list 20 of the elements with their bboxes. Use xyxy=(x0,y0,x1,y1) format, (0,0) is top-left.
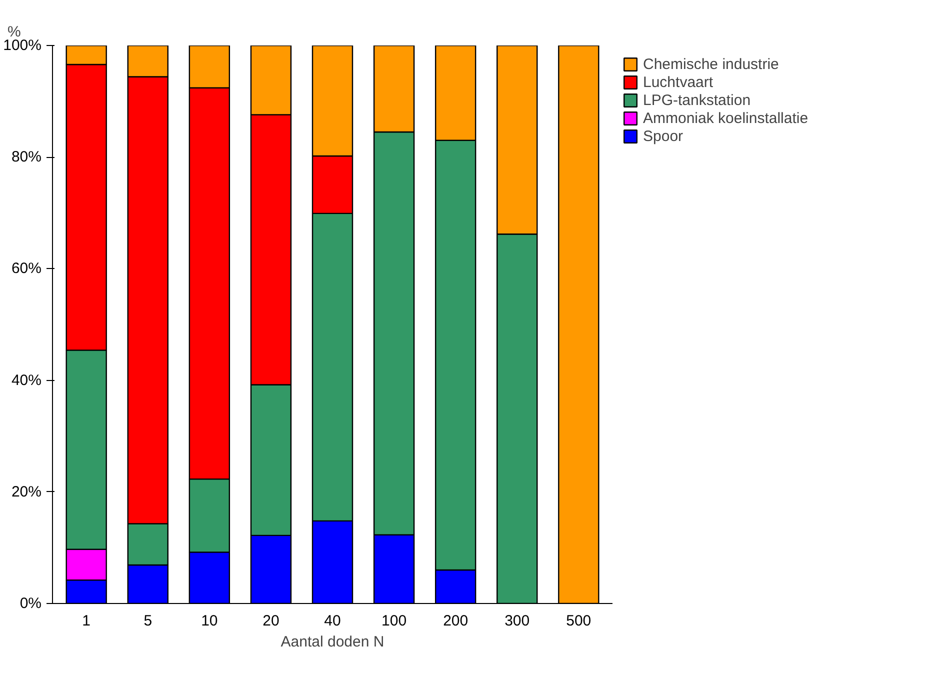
legend-label: LPG-tankstation xyxy=(643,91,751,109)
legend-label: Spoor xyxy=(643,127,684,145)
x-tick-label: 500 xyxy=(566,612,592,630)
legend-label: Ammoniak koelinstallatie xyxy=(643,109,808,127)
x-tick-label: 100 xyxy=(382,612,407,630)
y-tick-label: 40% xyxy=(11,372,42,389)
y-tick-label: 20% xyxy=(11,483,42,500)
x-tick-label: 1 xyxy=(82,612,91,630)
x-tick-label: 300 xyxy=(504,612,530,630)
x-tick-label: 5 xyxy=(144,612,152,630)
x-tick-label: 20 xyxy=(262,612,280,630)
x-axis-title: Aantal doden N xyxy=(280,634,384,650)
legend-label: Luchtvaart xyxy=(643,73,714,91)
x-tick-label: 40 xyxy=(324,612,341,630)
x-tick-label: 200 xyxy=(443,612,468,630)
y-tick-label: 80% xyxy=(11,148,42,166)
legend-label: Chemische industrie xyxy=(643,55,779,73)
y-tick-label: 60% xyxy=(11,260,42,278)
y-tick-label: 0% xyxy=(20,595,42,612)
x-tick-label: 10 xyxy=(201,612,218,630)
